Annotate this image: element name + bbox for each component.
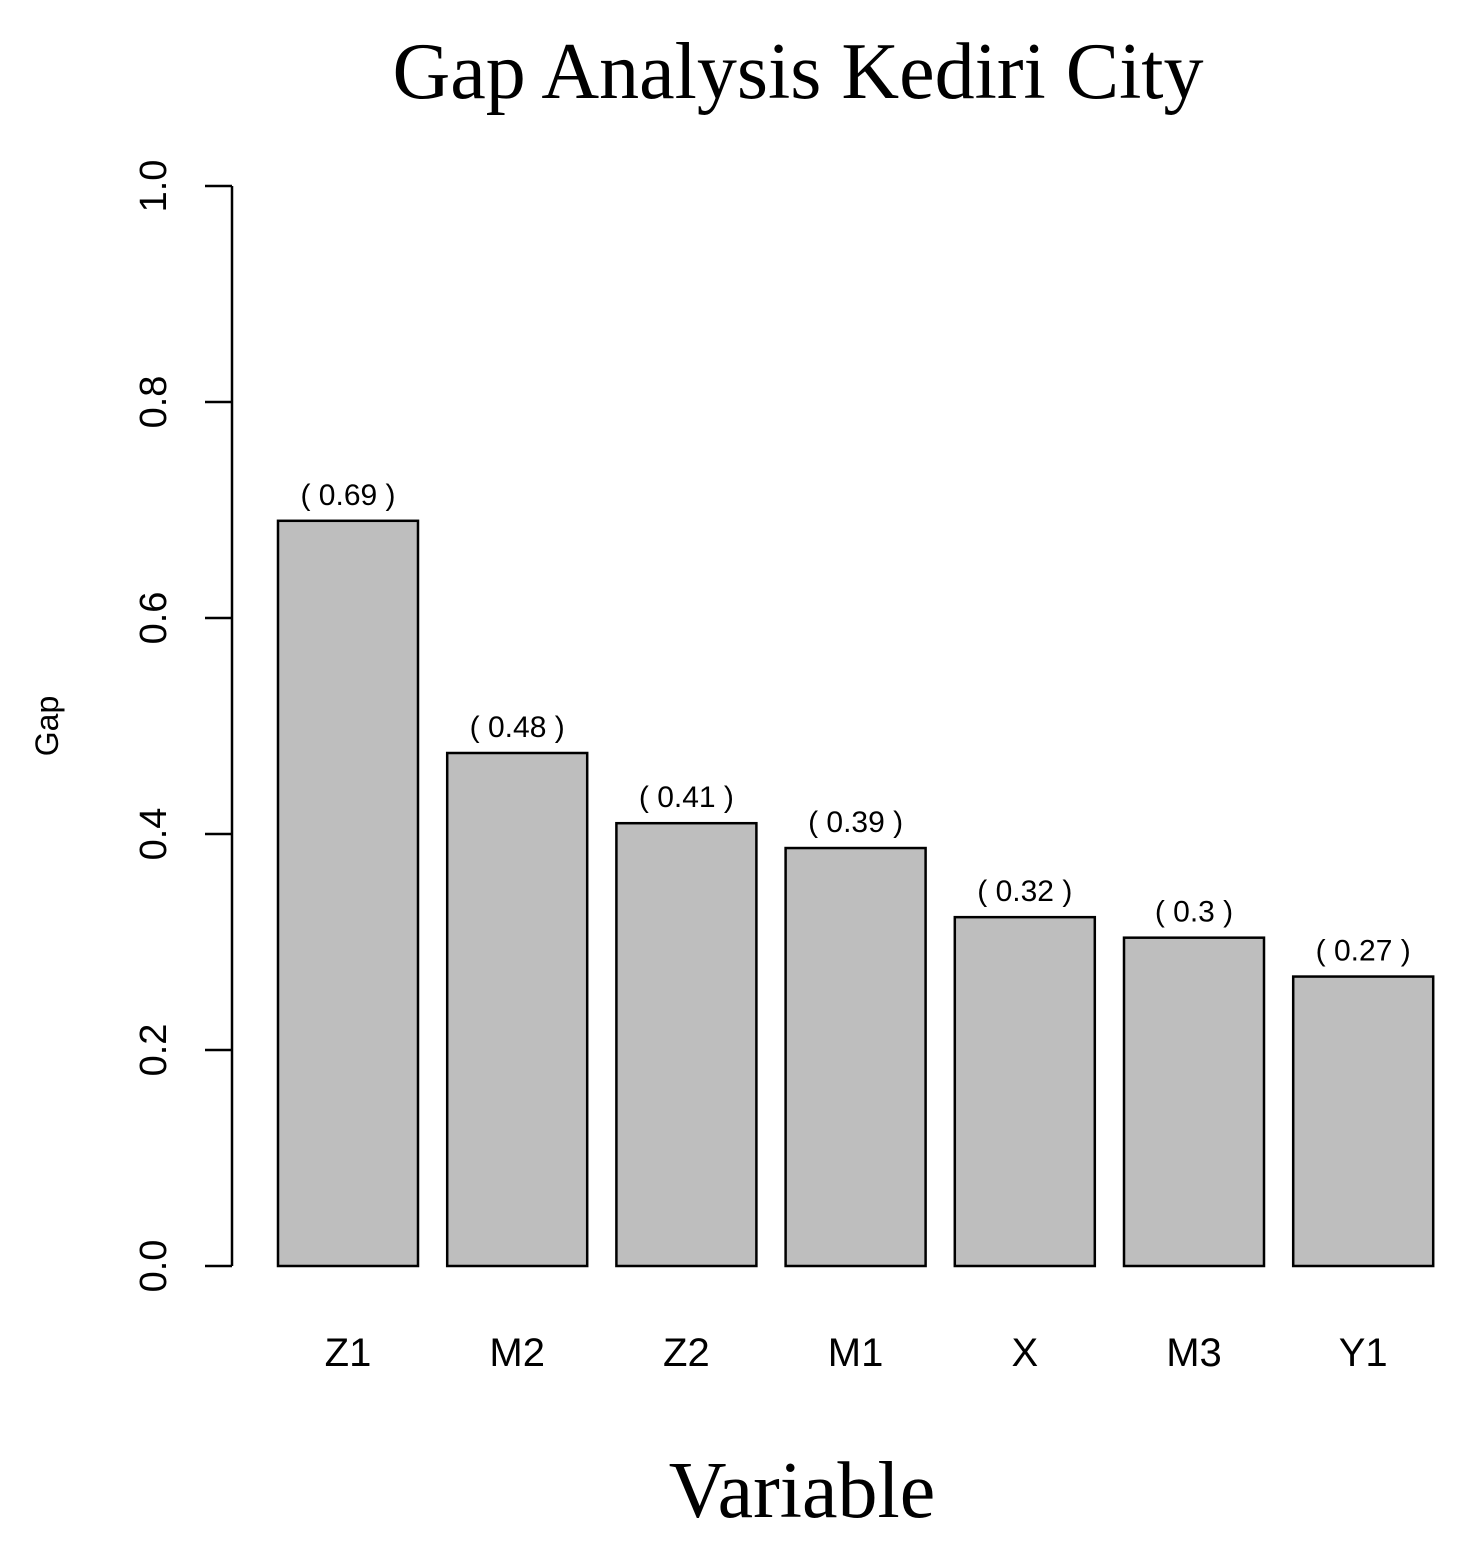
x-tick-labels-group: Z1 M2 Z2 M1 X M3 Y1 bbox=[325, 1331, 1388, 1375]
x-axis-label: Variable bbox=[669, 1447, 936, 1535]
bar-value-label: ( 0.3 ) bbox=[1155, 896, 1233, 929]
bar-value-label: ( 0.27 ) bbox=[1316, 935, 1411, 968]
bar bbox=[276, 519, 420, 1268]
bars-group bbox=[276, 519, 1435, 1268]
bar bbox=[784, 846, 927, 1268]
bar-value-label: ( 0.41 ) bbox=[639, 781, 734, 814]
bar bbox=[953, 915, 1097, 1268]
bar bbox=[1122, 936, 1266, 1268]
x-tick-label: M1 bbox=[828, 1331, 884, 1375]
x-tick-label: M3 bbox=[1166, 1331, 1222, 1375]
y-tick-label: 0.8 bbox=[133, 376, 175, 429]
x-tick-label: Z2 bbox=[663, 1331, 710, 1375]
y-tick-label: 0.4 bbox=[133, 808, 175, 861]
value-labels-group: ( 0.69 ) ( 0.48 ) ( 0.41 ) ( 0.39 ) ( 0.32 )… bbox=[300, 479, 1410, 968]
bar-value-label: ( 0.48 ) bbox=[470, 711, 565, 744]
x-tick-label: M2 bbox=[489, 1331, 545, 1375]
y-axis: 0.0 0.2 0.4 0.6 0.8 1.0 bbox=[133, 160, 234, 1293]
y-axis-label: Gap bbox=[29, 696, 65, 756]
bar-value-label: ( 0.69 ) bbox=[300, 479, 395, 512]
bar bbox=[445, 751, 589, 1268]
y-tick-label: 1.0 bbox=[133, 160, 175, 213]
y-tick-label: 0.0 bbox=[133, 1240, 175, 1293]
bar bbox=[615, 821, 758, 1268]
x-tick-label: X bbox=[1011, 1331, 1038, 1375]
bar-value-label: ( 0.39 ) bbox=[808, 806, 903, 839]
y-tick-label: 0.6 bbox=[133, 592, 175, 645]
chart-title: Gap Analysis Kediri City bbox=[392, 28, 1203, 116]
y-tick-label: 0.2 bbox=[133, 1024, 175, 1077]
x-tick-label: Z1 bbox=[325, 1331, 372, 1375]
bar-value-label: ( 0.32 ) bbox=[977, 875, 1072, 908]
bar bbox=[1291, 975, 1435, 1268]
x-tick-label: Y1 bbox=[1339, 1331, 1388, 1375]
